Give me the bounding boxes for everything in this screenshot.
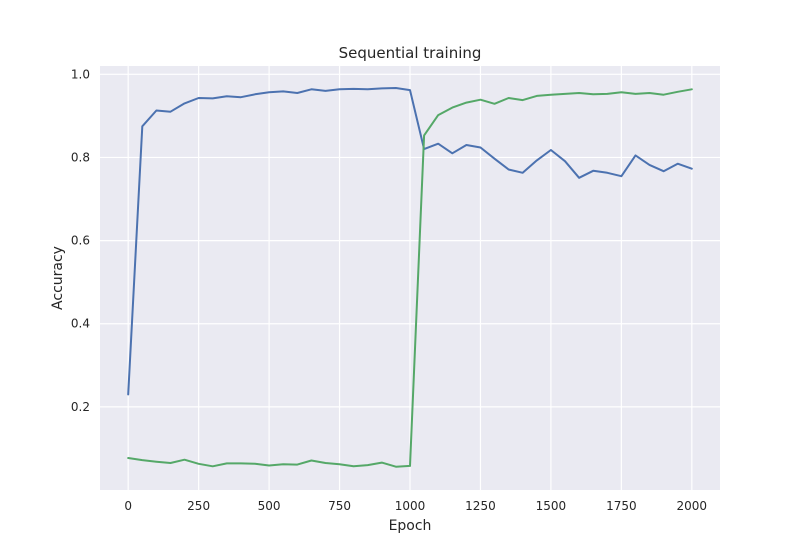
x-axis-label: Epoch [389, 518, 432, 534]
x-tick-label: 500 [258, 499, 281, 513]
x-tick-label: 1250 [465, 499, 496, 513]
series-lines [127, 87, 693, 468]
x-tick-label: 1750 [606, 499, 637, 513]
series-line-1 [127, 87, 693, 396]
x-tick-label: 0 [124, 499, 132, 513]
series-line-2 [127, 88, 693, 468]
y-tick-label: 0.4 [71, 317, 90, 331]
y-tick-label: 0.6 [71, 234, 90, 248]
x-tick-label: 2000 [677, 499, 708, 513]
x-tick-labels: 0 250 500 750 1000 1250 1500 1750 2000 [124, 499, 707, 513]
x-tick-label: 1000 [395, 499, 426, 513]
y-tick-labels: 0.2 0.4 0.6 0.8 1.0 [71, 67, 90, 414]
grid-lines [100, 66, 720, 490]
chart-title: Sequential training [339, 44, 482, 62]
y-tick-label: 1.0 [71, 67, 90, 81]
x-tick-label: 250 [187, 499, 210, 513]
y-tick-label: 0.2 [71, 400, 90, 414]
y-axis-label: Accuracy [50, 246, 66, 310]
x-tick-label: 750 [328, 499, 351, 513]
y-tick-label: 0.8 [71, 150, 90, 164]
x-tick-label: 1500 [536, 499, 567, 513]
